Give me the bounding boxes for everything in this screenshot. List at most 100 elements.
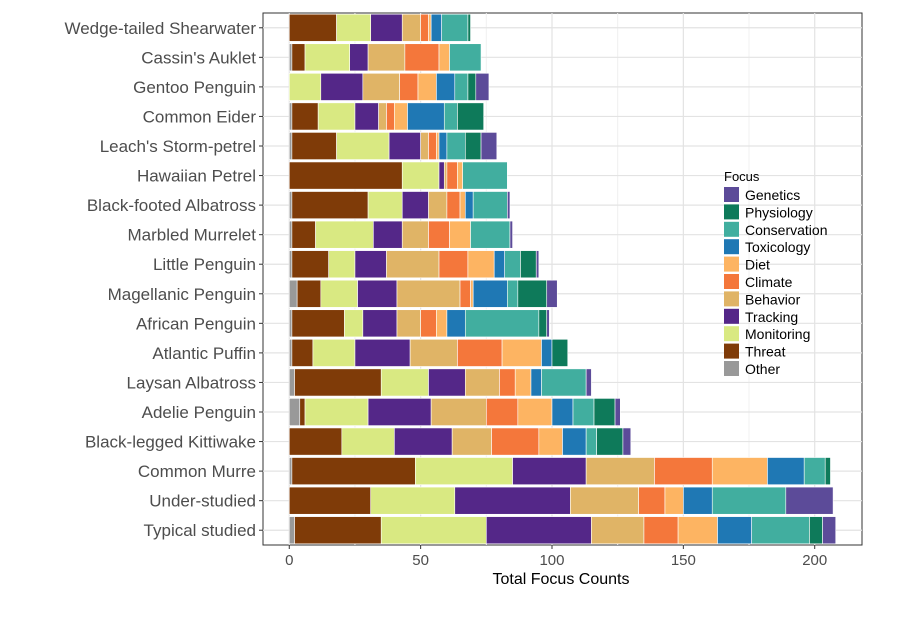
bar-african-penguin-physiology xyxy=(538,309,548,338)
y-tick-label: Cassin's Auklet xyxy=(141,48,256,67)
bar-typical-studied-climate xyxy=(643,516,679,545)
bar-black-legged-kittiwake-genetics xyxy=(622,427,632,456)
bar-common-eider-toxicology xyxy=(407,102,445,131)
bar-marbled-murrelet-monitoring xyxy=(315,220,374,249)
bar-atlantic-puffin-physiology xyxy=(551,338,569,367)
bar-typical-studied-diet xyxy=(677,516,718,545)
bar-adelie-penguin-physiology xyxy=(593,398,616,426)
bar-african-penguin-tracking xyxy=(362,309,398,338)
bar-wedge-tailed-shearwater-diet xyxy=(428,13,432,42)
bar-black-footed-albatross-threat xyxy=(291,191,369,220)
bar-african-penguin-diet xyxy=(436,309,448,338)
plot-panel xyxy=(262,12,863,546)
bar-leach-s-storm-petrel-tracking xyxy=(388,132,421,160)
bar-common-murre-tracking xyxy=(512,457,587,486)
bar-marbled-murrelet-diet xyxy=(449,220,471,249)
bar-common-murre-climate xyxy=(654,457,713,486)
bar-gentoo-penguin-toxicology xyxy=(436,72,456,101)
bar-magellanic-penguin-diet xyxy=(470,279,474,308)
bar-black-legged-kittiwake-climate xyxy=(491,427,540,456)
bar-little-penguin-other xyxy=(288,250,293,279)
x-tick-label: 200 xyxy=(802,552,827,569)
y-tick-label: Magellanic Penguin xyxy=(108,285,256,304)
y-axis-labels: Wedge-tailed Shearwater Cassin's Auklet Ge… xyxy=(64,19,263,540)
legend-title: Focus xyxy=(724,169,760,184)
bar-magellanic-penguin-physiology xyxy=(517,279,548,308)
bar-magellanic-penguin-other xyxy=(288,279,298,308)
bar-magellanic-penguin-toxicology xyxy=(472,279,508,308)
bar-under-studied-conservation xyxy=(711,486,787,515)
bar-common-murre-other xyxy=(288,457,293,486)
y-tick-label: Black-legged Kittiwake xyxy=(85,433,256,452)
legend-label-threat: Threat xyxy=(745,344,786,360)
bar-cassin-s-auklet-monitoring xyxy=(304,43,350,72)
bar-laysan-albatross-diet xyxy=(514,368,532,397)
bar-wedge-tailed-shearwater-conservation xyxy=(441,13,469,42)
legend-label-tracking: Tracking xyxy=(745,309,798,325)
bar-common-eider-diet xyxy=(394,102,408,131)
x-axis-title: Total Focus Counts xyxy=(493,571,630,588)
bar-little-penguin-threat xyxy=(291,250,329,279)
bar-cassin-s-auklet-conservation xyxy=(449,43,482,72)
bar-leach-s-storm-petrel-monitoring xyxy=(336,132,390,160)
bar-magellanic-penguin-genetics xyxy=(546,279,558,308)
bar-black-legged-kittiwake-diet xyxy=(538,427,563,456)
y-tick-label: Little Penguin xyxy=(153,255,256,274)
legend-label-genetics: Genetics xyxy=(745,187,800,203)
bar-laysan-albatross-monitoring xyxy=(380,368,429,397)
bar-atlantic-puffin-toxicology xyxy=(541,338,553,367)
bar-marbled-murrelet-genetics xyxy=(509,220,513,249)
bar-little-penguin-behavior xyxy=(386,250,440,279)
legend-swatch-diet xyxy=(724,256,739,272)
bar-magellanic-penguin-conservation xyxy=(507,279,519,308)
bar-atlantic-puffin-behavior xyxy=(409,338,458,367)
bar-african-penguin-other xyxy=(288,309,293,338)
bar-common-murre-behavior xyxy=(585,457,655,486)
x-tick-label: 50 xyxy=(412,552,429,569)
legend-swatch-other xyxy=(724,361,739,376)
bar-gentoo-penguin-behavior xyxy=(362,72,400,101)
bar-under-studied-toxicology xyxy=(683,486,713,515)
x-tick-label: 150 xyxy=(671,552,696,569)
bar-common-murre-threat xyxy=(291,457,416,486)
bar-african-penguin-toxicology xyxy=(446,309,466,338)
bar-atlantic-puffin-climate xyxy=(457,338,503,367)
bar-little-penguin-conservation xyxy=(504,250,521,279)
y-tick-label: Under-studied xyxy=(149,492,256,511)
bar-hawaiian-petrel-threat xyxy=(288,161,403,190)
bar-typical-studied-genetics xyxy=(822,516,837,545)
bar-common-eider-monitoring xyxy=(317,102,356,131)
bar-leach-s-storm-petrel-physiology xyxy=(464,132,482,160)
bar-cassin-s-auklet-threat xyxy=(291,43,306,72)
bar-black-footed-albatross-monitoring xyxy=(367,191,403,220)
bar-typical-studied-toxicology xyxy=(717,516,752,545)
bar-little-penguin-climate xyxy=(438,250,469,279)
y-tick-label: Atlantic Puffin xyxy=(152,344,256,363)
legend-swatch-climate xyxy=(724,274,739,289)
bar-cassin-s-auklet-behavior xyxy=(367,43,406,72)
bar-marbled-murrelet-conservation xyxy=(470,220,511,249)
bar-common-murre-physiology xyxy=(824,457,831,486)
bar-gentoo-penguin-genetics xyxy=(475,72,490,101)
bar-common-eider-physiology xyxy=(457,102,484,131)
bar-adelie-penguin-behavior xyxy=(430,398,487,426)
bar-under-studied-climate xyxy=(638,486,666,515)
bar-atlantic-puffin-other xyxy=(288,338,293,367)
bar-gentoo-penguin-monitoring xyxy=(288,72,322,101)
bar-adelie-penguin-threat xyxy=(299,398,306,426)
bar-cassin-s-auklet-diet xyxy=(438,43,450,72)
bar-marbled-murrelet-behavior xyxy=(401,220,429,249)
bar-laysan-albatross-tracking xyxy=(428,368,466,397)
bar-little-penguin-tracking xyxy=(354,250,387,279)
bar-black-legged-kittiwake-physiology xyxy=(596,427,624,456)
bar-typical-studied-physiology xyxy=(809,516,823,545)
legend-label-toxicology: Toxicology xyxy=(745,239,810,255)
bar-laysan-albatross-behavior xyxy=(464,368,500,397)
bar-gentoo-penguin-climate xyxy=(399,72,419,101)
bar-leach-s-storm-petrel-other xyxy=(288,132,293,160)
bar-hawaiian-petrel-monitoring xyxy=(401,161,440,190)
bar-wedge-tailed-shearwater-threat xyxy=(288,13,337,42)
y-tick-label: Leach's Storm-petrel xyxy=(100,137,256,156)
y-tick-label: Gentoo Penguin xyxy=(133,78,256,97)
